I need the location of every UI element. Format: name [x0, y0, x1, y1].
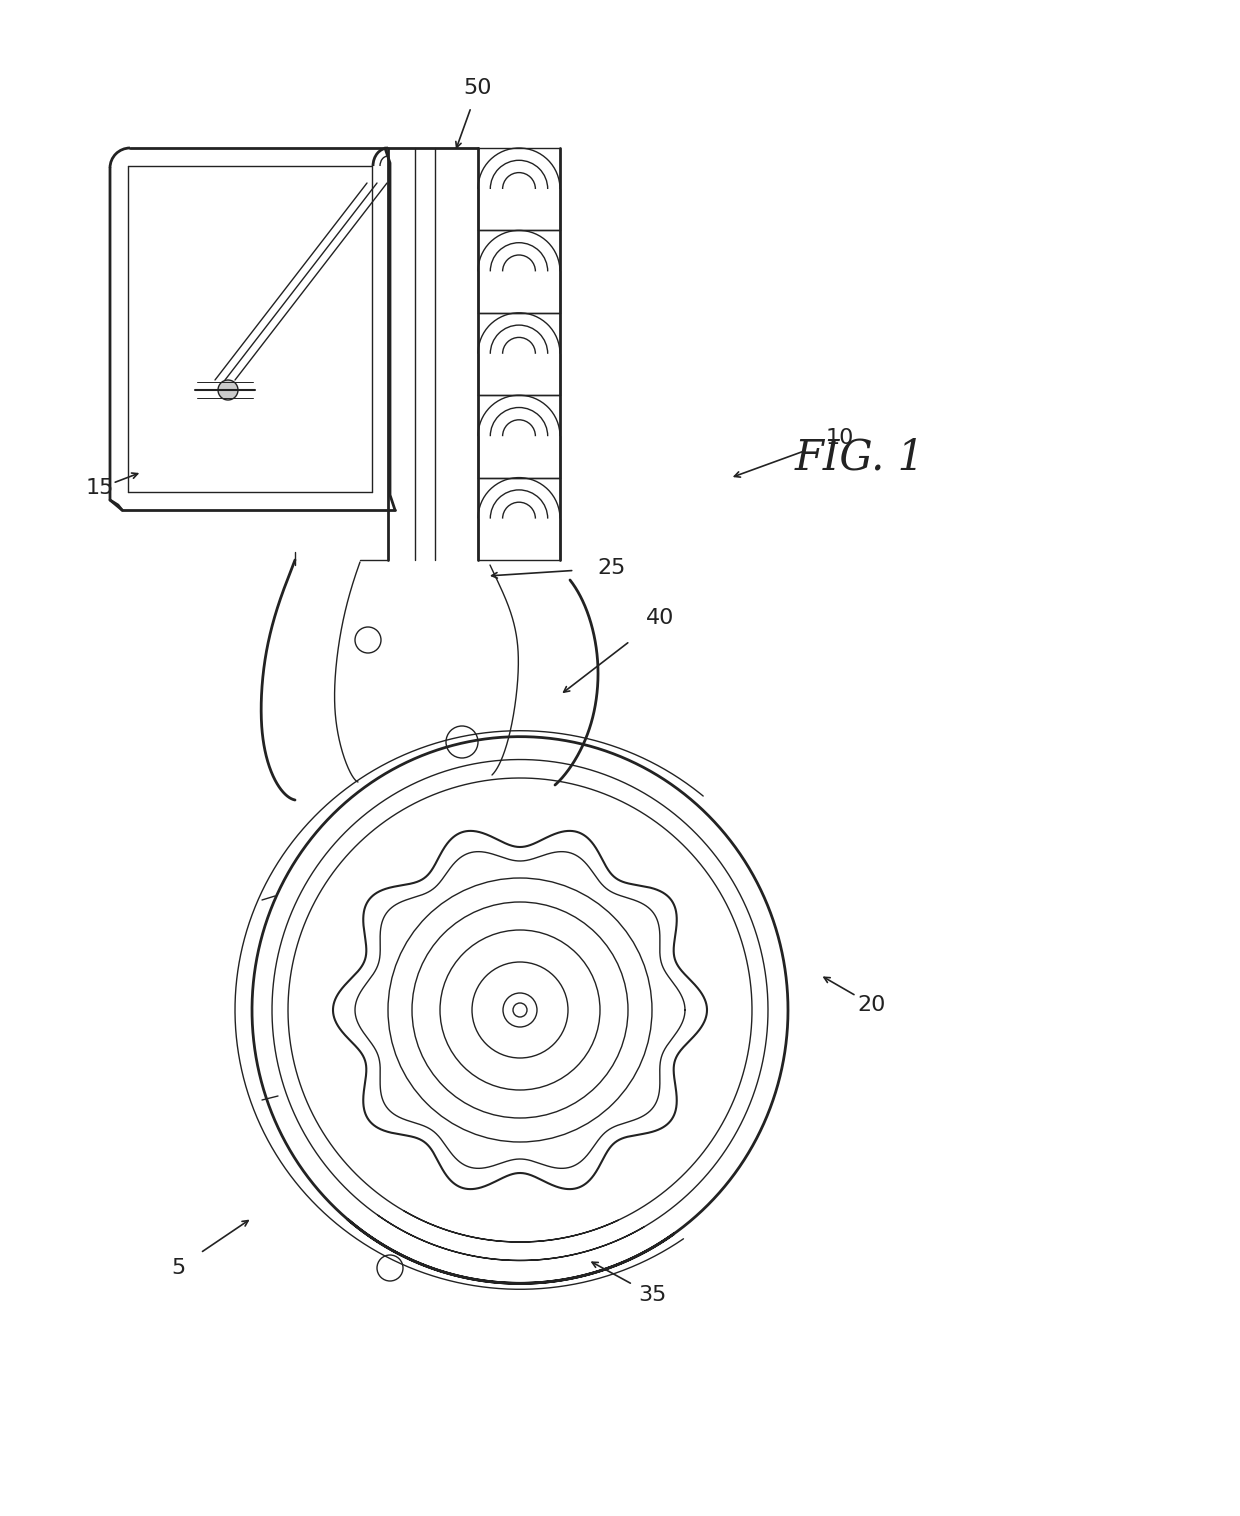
Text: FIG. 1: FIG. 1 [795, 437, 925, 479]
Text: 15: 15 [86, 478, 114, 497]
Text: 40: 40 [646, 608, 675, 628]
Circle shape [218, 381, 238, 400]
Circle shape [513, 1004, 527, 1017]
Text: 50: 50 [464, 77, 492, 99]
Text: 35: 35 [637, 1286, 666, 1305]
Text: 10: 10 [826, 428, 854, 449]
Text: 20: 20 [858, 994, 887, 1016]
Text: 25: 25 [598, 558, 626, 578]
Text: 5: 5 [171, 1258, 185, 1278]
